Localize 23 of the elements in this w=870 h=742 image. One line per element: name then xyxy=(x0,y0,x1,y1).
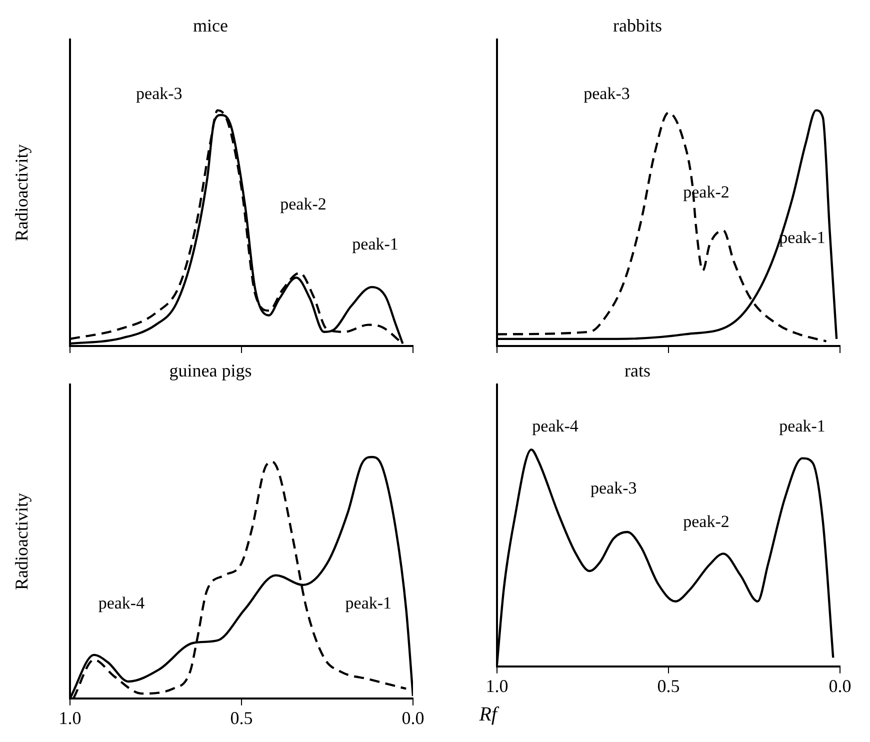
x-axis-title: Rf xyxy=(478,703,500,726)
chart-title: rats xyxy=(624,360,650,381)
annotation: peak-2 xyxy=(280,194,326,214)
annotation: peak-1 xyxy=(352,234,398,254)
annotation: peak-3 xyxy=(590,478,637,498)
y-axis-title: Radioactivity xyxy=(12,493,32,590)
text: peak-3 xyxy=(584,84,630,104)
x-tick-label: 0.0 xyxy=(828,676,852,696)
x-tick-label: 0.5 xyxy=(657,676,680,696)
x-tick-label: 0.5 xyxy=(230,708,253,728)
y-axis-title: Radioactivity xyxy=(12,144,32,242)
chart-title: rabbits xyxy=(613,16,662,36)
x-tick-label: 1.0 xyxy=(58,708,82,728)
annotation: peak-2 xyxy=(683,512,730,532)
chart-title: mice xyxy=(193,16,228,36)
text: peak-3 xyxy=(136,84,182,104)
annotation: peak-1 xyxy=(345,594,392,613)
text: peak-1 xyxy=(779,416,826,436)
annotation: peak-4 xyxy=(98,594,146,613)
x-tick-label: 0.0 xyxy=(402,708,424,728)
text: peak-4 xyxy=(532,416,579,436)
chart-title: guinea pigs xyxy=(169,360,252,381)
x-tick-label: 1.0 xyxy=(486,676,508,696)
